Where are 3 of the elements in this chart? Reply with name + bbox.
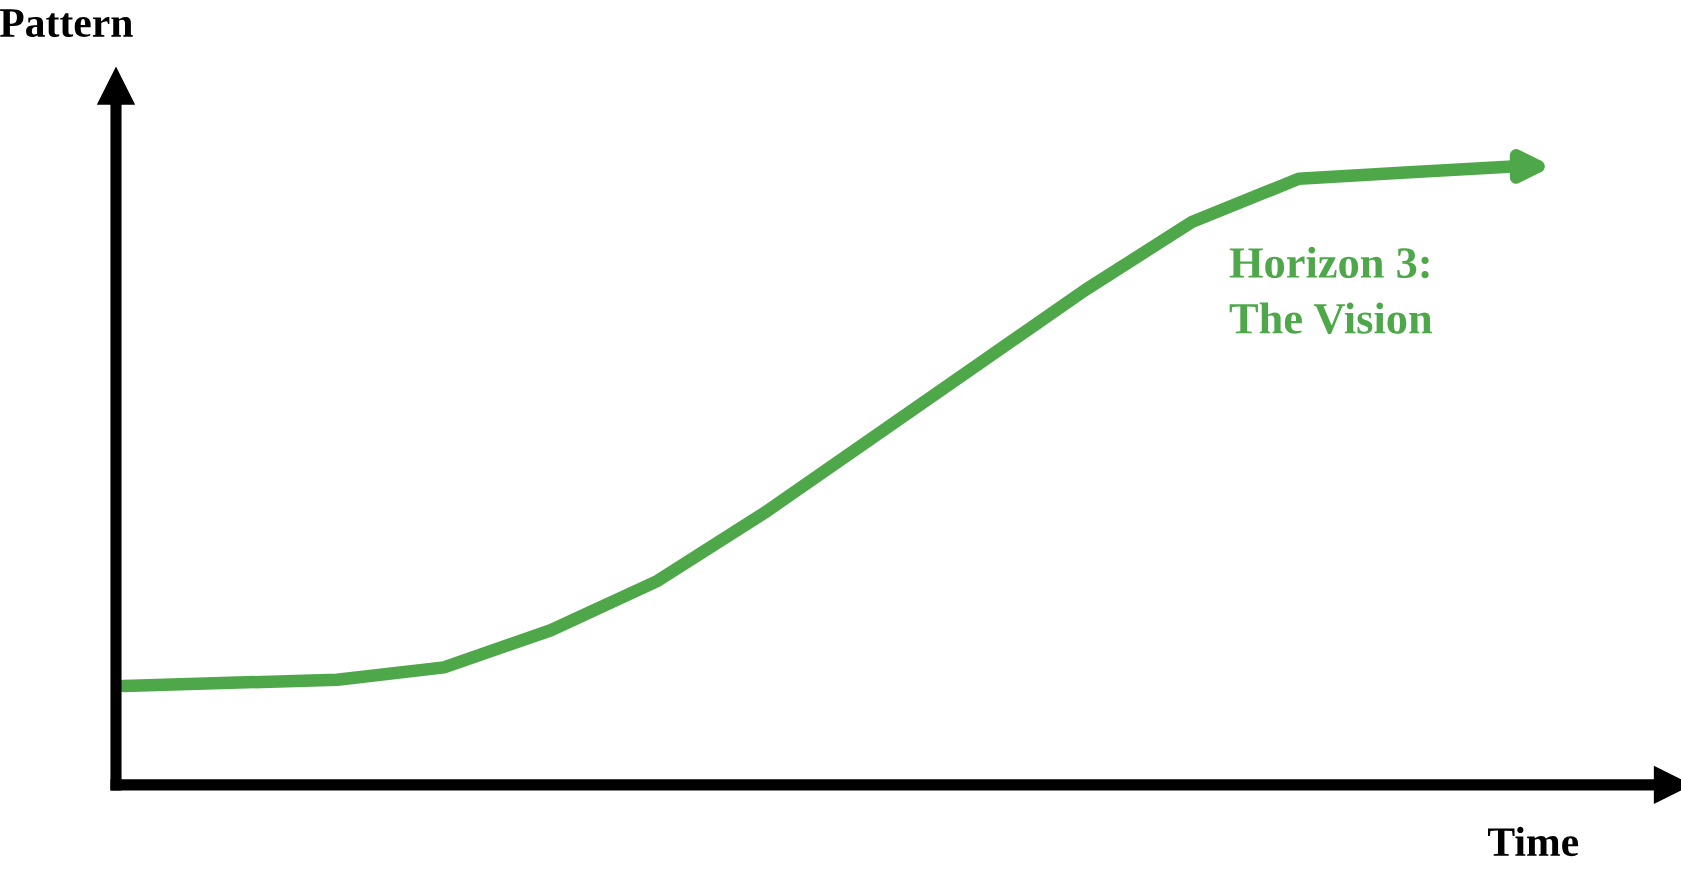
x-axis-title: Time [1488,826,1579,857]
annotation: Horizon 3: The Vision [1229,246,1433,334]
y-axis-title: Pattern [0,9,133,38]
